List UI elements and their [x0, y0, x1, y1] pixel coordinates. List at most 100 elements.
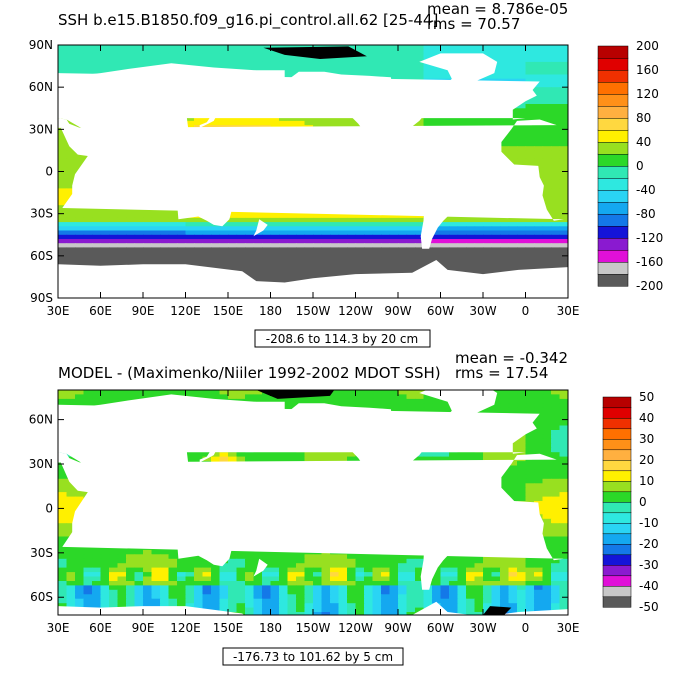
field-cell — [406, 390, 416, 395]
field-cell — [517, 390, 527, 395]
field-cell — [287, 243, 297, 248]
land-mass — [58, 260, 568, 298]
field-cell — [92, 57, 102, 63]
field-cell — [534, 70, 544, 76]
field-cell — [542, 443, 552, 449]
field-cell — [75, 394, 85, 400]
field-cell — [262, 213, 272, 219]
field-cell — [321, 217, 331, 223]
field-cell — [338, 251, 348, 257]
field-cell — [559, 209, 568, 215]
field-cell — [559, 82, 568, 88]
field-cell — [151, 226, 161, 232]
field-cell — [66, 192, 76, 198]
field-cell — [500, 70, 510, 76]
field-cell — [117, 57, 127, 63]
field-cell — [551, 188, 561, 194]
field-cell — [551, 421, 561, 427]
field-cell — [355, 213, 365, 219]
field-cell — [296, 264, 306, 270]
field-cell — [559, 456, 568, 462]
field-cell — [253, 49, 263, 54]
field-cell — [219, 61, 229, 67]
field-cell — [551, 461, 561, 467]
field-cell — [474, 49, 484, 54]
field-cell — [253, 61, 263, 67]
field-cell — [245, 217, 255, 223]
field-cell — [245, 234, 255, 240]
colorbar-swatch — [597, 249, 629, 263]
field-cell — [236, 239, 246, 244]
field-cell — [58, 243, 68, 248]
field-cell — [83, 61, 93, 67]
field-cell — [559, 403, 568, 409]
field-cell — [517, 474, 527, 480]
field-cell — [228, 239, 238, 244]
field-cell — [202, 243, 212, 248]
field-cell — [381, 247, 391, 253]
field-cell — [449, 456, 459, 462]
field-cell — [168, 255, 178, 261]
field-cell — [185, 234, 195, 240]
field-cell — [75, 209, 85, 215]
field-cell — [551, 474, 561, 480]
field-cell — [559, 196, 568, 202]
field-cell — [551, 251, 561, 257]
field-cell — [296, 260, 306, 265]
field-cell — [389, 49, 399, 54]
land-mass — [287, 71, 447, 161]
field-cell — [279, 268, 289, 274]
field-cell — [551, 70, 561, 76]
field-cell — [347, 239, 357, 244]
field-cell — [262, 234, 272, 240]
field-cell — [432, 255, 442, 261]
field-cell — [508, 226, 518, 232]
field-cell — [440, 226, 450, 232]
field-cell — [559, 74, 568, 80]
field-cell — [364, 255, 374, 261]
field-cell — [423, 53, 433, 59]
field-cell — [517, 70, 527, 76]
field-cell — [508, 142, 518, 147]
field-cell — [185, 255, 195, 261]
field-cell — [228, 456, 238, 462]
field-cell — [355, 45, 365, 50]
field-cell — [534, 217, 544, 223]
field-cell — [466, 120, 476, 126]
field-cell — [355, 70, 365, 76]
field-cell — [83, 217, 93, 223]
field-cell — [457, 217, 467, 223]
field-cell — [440, 407, 450, 413]
field-cell — [321, 230, 331, 236]
field-cell — [313, 66, 323, 71]
field-cell — [500, 57, 510, 63]
field-cell — [542, 222, 552, 227]
field-cell — [321, 247, 331, 253]
field-cell — [449, 230, 459, 236]
field-cell — [304, 264, 314, 270]
field-cell — [525, 398, 535, 404]
land-mass — [680, 162, 694, 177]
field-cell — [194, 251, 204, 257]
field-cell — [75, 70, 85, 76]
field-cell — [126, 57, 136, 63]
field-cell — [483, 120, 493, 126]
field-cell — [262, 268, 272, 274]
field-cell — [270, 243, 280, 248]
field-cell — [491, 260, 501, 265]
field-cell — [525, 49, 535, 54]
field-cell — [500, 146, 510, 151]
field-cell — [236, 49, 246, 54]
colorbar-swatch — [597, 45, 629, 59]
field-cell — [466, 222, 476, 227]
field-cell — [134, 230, 144, 236]
field-cell — [542, 407, 552, 413]
x-tick-label: 180 — [259, 304, 282, 318]
field-cell — [372, 247, 382, 253]
field-cell — [58, 230, 68, 236]
field-cell — [398, 239, 408, 244]
field-cell — [194, 260, 204, 265]
field-cell — [559, 53, 568, 59]
field-cell — [168, 209, 178, 215]
field-cell — [58, 201, 68, 206]
